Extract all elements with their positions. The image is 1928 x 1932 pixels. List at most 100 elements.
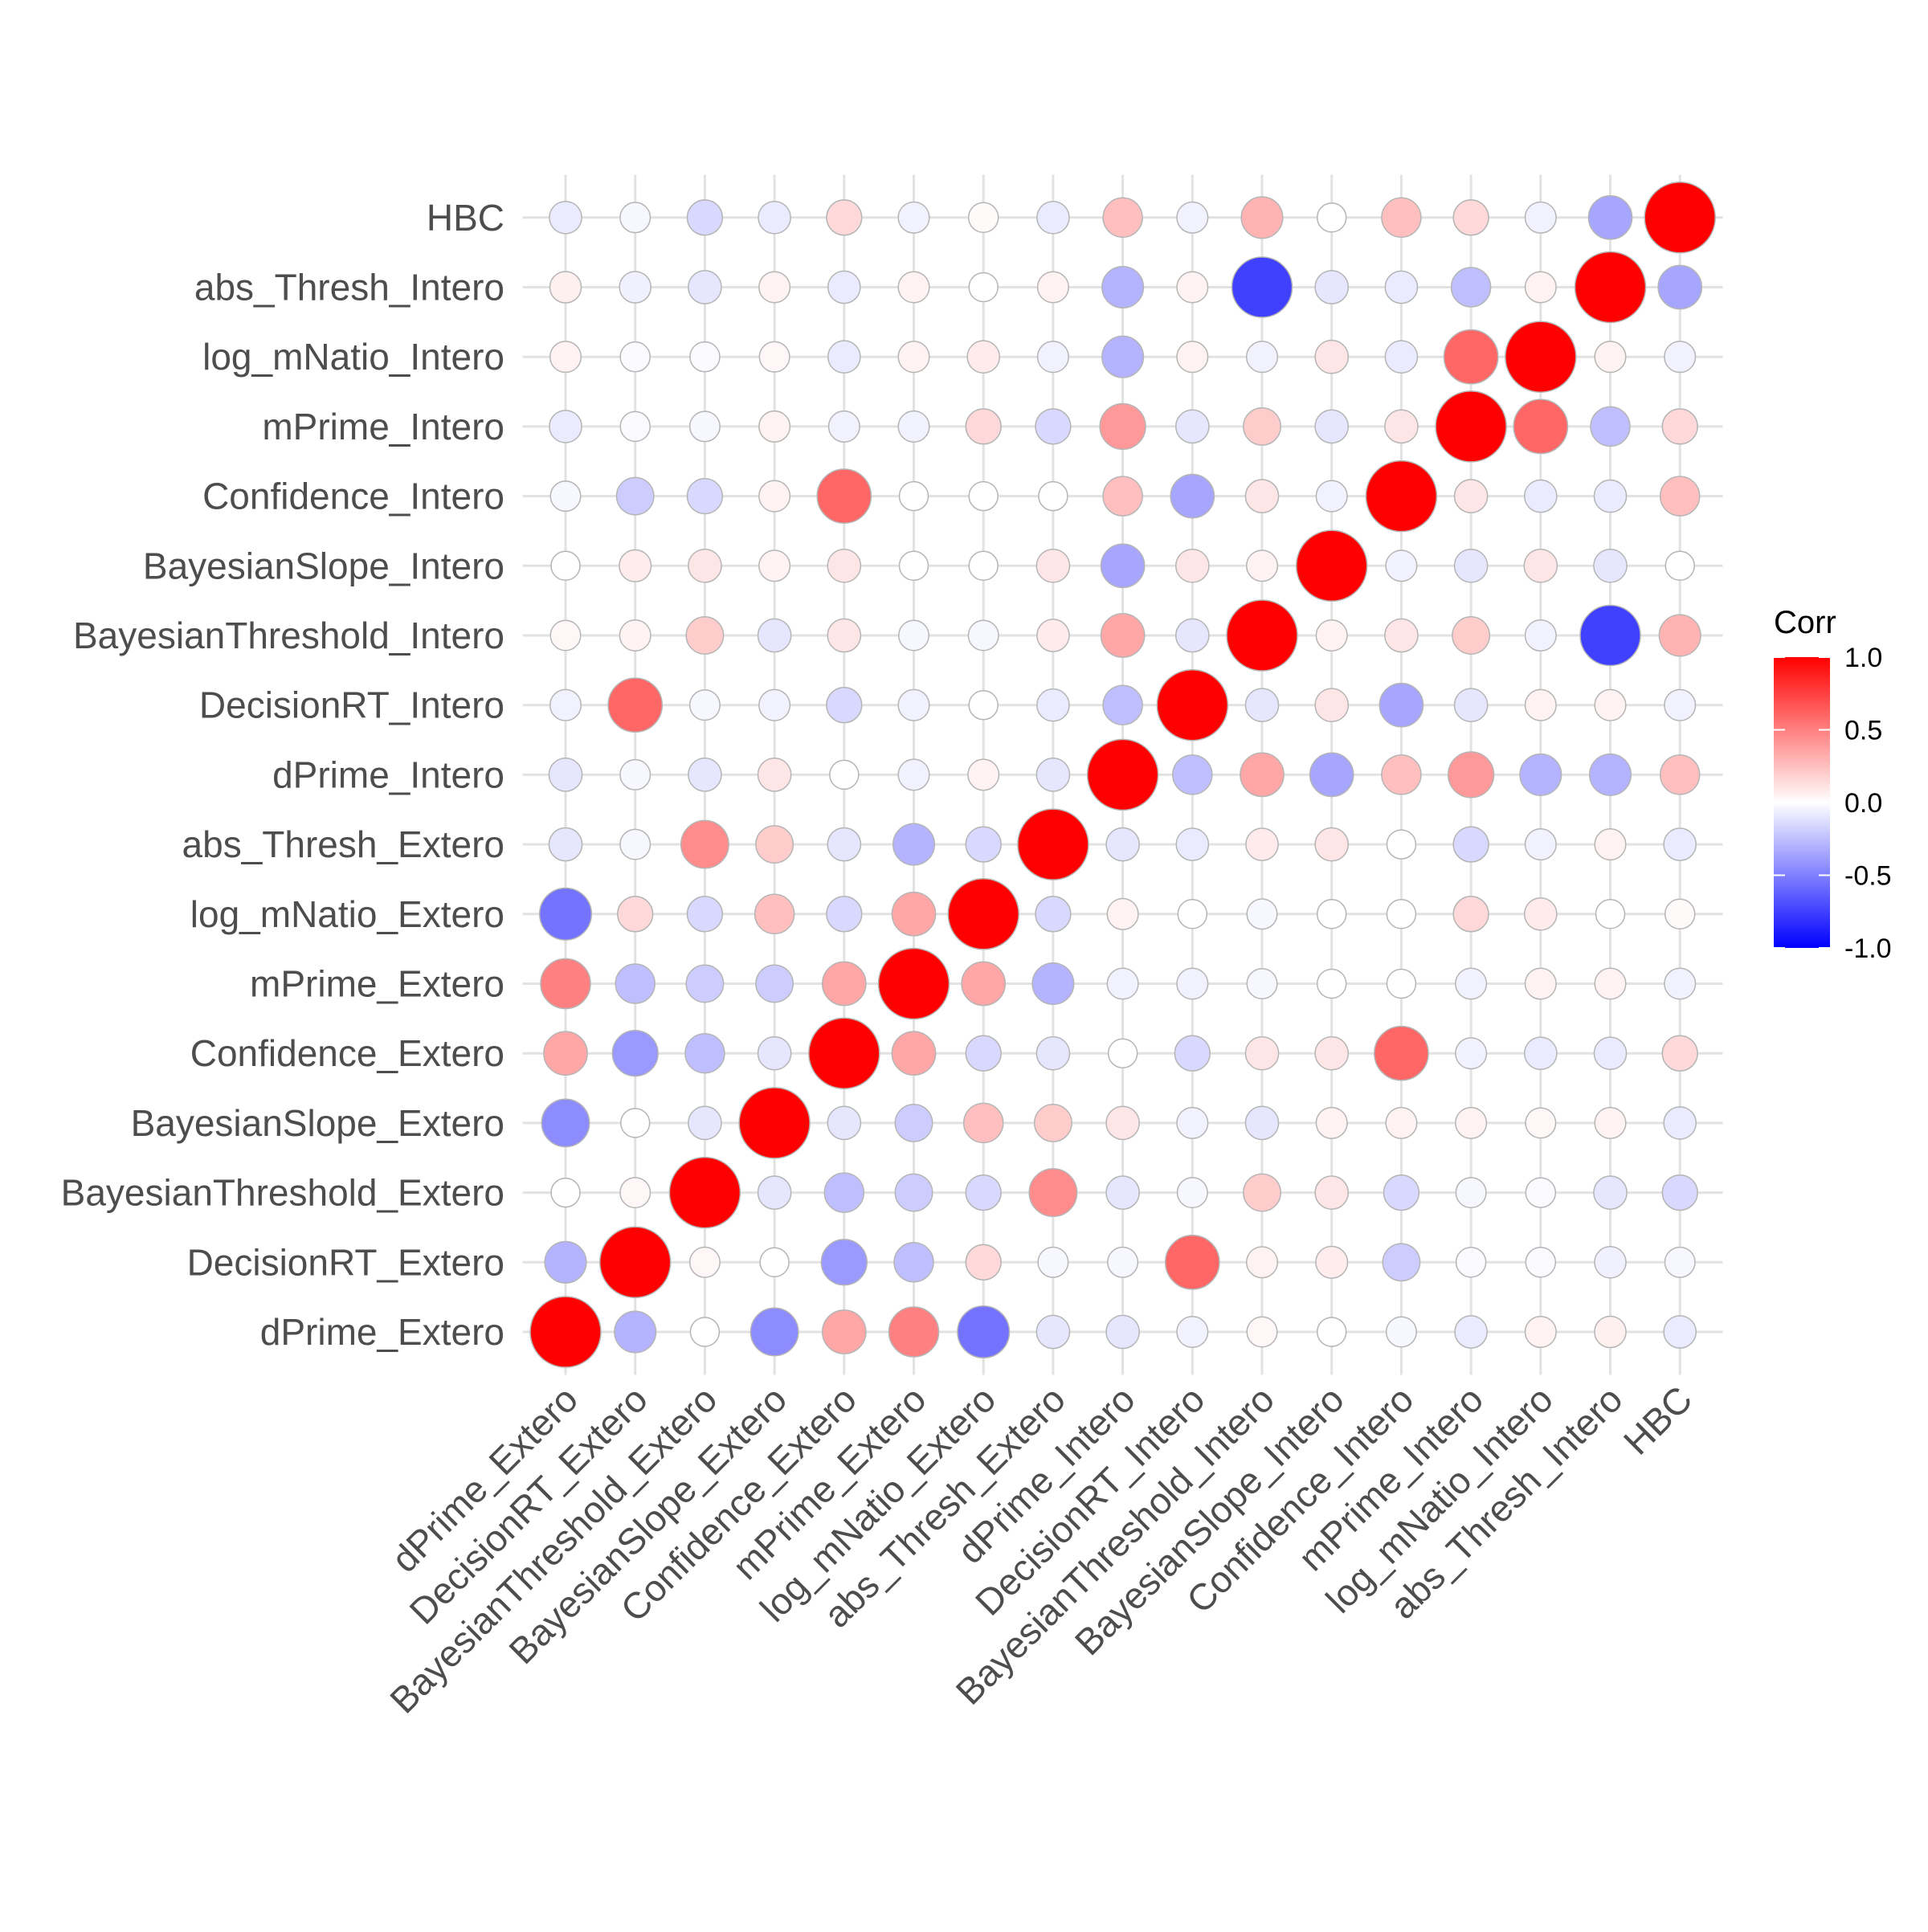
corr-cell [897, 688, 930, 721]
corr-cell [1037, 1246, 1069, 1278]
corr-cell [827, 548, 862, 583]
corr-cell [1523, 1036, 1558, 1071]
corr-cell [611, 1030, 659, 1077]
corr-cell [827, 410, 860, 443]
corr-cell [688, 270, 722, 304]
corr-cell [1382, 1243, 1421, 1282]
corr-cell [827, 340, 861, 374]
corr-cell [1100, 613, 1146, 658]
corr-cell [540, 958, 591, 1010]
corr-cell [1661, 408, 1698, 445]
corr-cell [1594, 1106, 1627, 1139]
corr-cell [1450, 267, 1492, 308]
corr-cell [965, 826, 1002, 863]
corr-cell [1385, 1106, 1418, 1139]
cell-layer [529, 182, 1716, 1368]
corr-cell [758, 480, 791, 513]
corr-cell [1386, 829, 1417, 860]
corr-cell [897, 341, 930, 374]
corr-cell [897, 271, 930, 304]
corr-cell [1102, 684, 1143, 725]
corr-cell [961, 961, 1007, 1007]
corr-cell [619, 202, 652, 234]
corr-cell [549, 619, 582, 651]
corr-cell [968, 480, 999, 512]
corr-cell [1035, 896, 1072, 933]
corr-cell [1175, 827, 1210, 861]
corr-cell [1455, 1247, 1487, 1278]
corr-cell [1099, 402, 1146, 451]
corr-cell [1505, 321, 1577, 393]
corr-cell [619, 1177, 652, 1209]
y-tick-label: abs_Thresh_Extero [182, 823, 504, 865]
y-tick-label: Confidence_Extero [190, 1032, 504, 1074]
corr-cell [619, 619, 652, 652]
corr-cell [1314, 339, 1350, 374]
corr-cell [1524, 828, 1557, 861]
corr-cell [1226, 599, 1298, 672]
y-tick-label: mPrime_Extero [250, 963, 504, 1005]
corr-cell [965, 1174, 1002, 1211]
corr-cell [1315, 480, 1348, 513]
corr-cell [619, 410, 651, 443]
corr-cell [1452, 199, 1489, 236]
corr-cell [826, 687, 863, 724]
corr-cell [1028, 1168, 1078, 1218]
corr-cell [1365, 460, 1438, 533]
y-tick-label: dPrime_Intero [272, 754, 504, 795]
corr-cell [684, 1032, 725, 1074]
corr-cell [1017, 808, 1089, 880]
corr-cell [898, 550, 929, 582]
corr-cell [1524, 201, 1557, 234]
corr-cell [548, 758, 583, 792]
y-tick-label: BayesianThreshold_Intero [73, 615, 504, 656]
corr-cell [1374, 1025, 1429, 1081]
corr-cell [1101, 265, 1145, 309]
x-tick-label: HBC [1616, 1378, 1700, 1462]
corr-cell [821, 961, 867, 1007]
corr-cell [1176, 1106, 1209, 1139]
corr-cell [1315, 1245, 1349, 1279]
corr-cell [686, 477, 724, 515]
corr-cell [827, 270, 861, 304]
y-tick-label: Confidence_Intero [202, 476, 504, 517]
corr-cell [1519, 753, 1562, 796]
corr-cell [1314, 827, 1350, 862]
corr-cell [1174, 1035, 1211, 1072]
corr-cell [686, 199, 724, 236]
corr-cell [549, 480, 582, 513]
corr-cell [898, 480, 929, 512]
corr-cell [827, 827, 862, 862]
corr-cell [1663, 1106, 1697, 1140]
corr-cell [1316, 968, 1347, 999]
corr-cell [1102, 476, 1143, 517]
corr-cell [617, 896, 654, 933]
corr-cell [1379, 682, 1424, 728]
corr-cell [965, 1035, 1002, 1072]
corr-cell [1086, 738, 1159, 811]
corr-cell [1453, 479, 1489, 513]
corr-cell [686, 896, 724, 933]
corr-cell [1454, 1315, 1488, 1349]
corr-cell [967, 619, 999, 651]
corr-cell [619, 828, 652, 860]
corr-cell [1523, 897, 1558, 931]
corr-cell [1244, 1035, 1280, 1071]
corr-cell [1314, 1035, 1350, 1071]
corr-cell [1452, 616, 1491, 655]
corr-cell [544, 1240, 587, 1284]
corr-cell [758, 410, 791, 443]
corr-cell [548, 827, 583, 862]
corr-cell [1384, 340, 1419, 374]
corr-cell [688, 410, 721, 443]
corr-cell [1593, 479, 1628, 513]
corr-cell [1644, 182, 1716, 254]
y-tick-label: abs_Thresh_Intero [194, 267, 504, 308]
corr-cell [607, 677, 664, 733]
corr-cell [1174, 548, 1210, 583]
corr-cell [1035, 548, 1071, 583]
corr-cell [962, 1102, 1004, 1144]
corr-cell [619, 1108, 651, 1138]
corr-cell [1523, 479, 1558, 513]
